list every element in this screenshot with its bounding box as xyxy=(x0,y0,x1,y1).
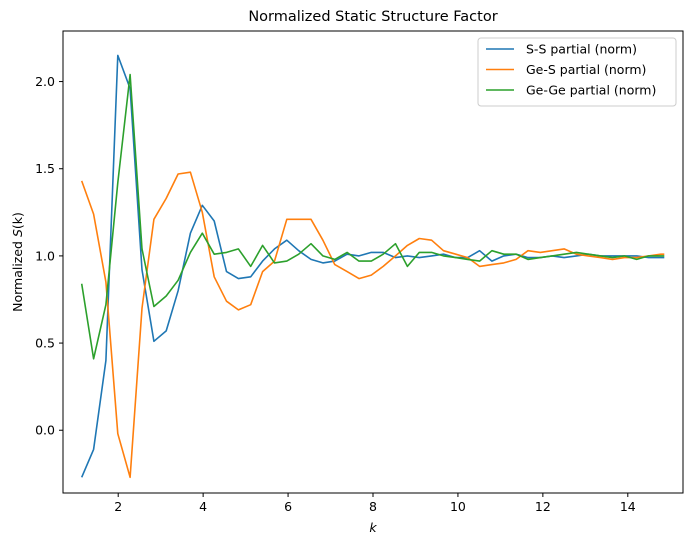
x-tick-label: 10 xyxy=(450,499,466,514)
y-axis-label: Normalized S(k) xyxy=(10,212,25,312)
x-axis: 2 4 6 8 10 12 14 xyxy=(114,493,636,514)
x-axis-label: k xyxy=(369,520,377,535)
series-lines xyxy=(80,54,665,479)
x-tick-label: 6 xyxy=(284,499,292,514)
legend-label: S-S partial (norm) xyxy=(526,42,637,57)
x-tick-label: 14 xyxy=(620,499,636,514)
y-tick-label: 1.0 xyxy=(35,248,55,263)
y-tick-label: 0.0 xyxy=(35,423,55,438)
y-axis-label-suffix: (k) xyxy=(10,212,25,229)
legend: S-S partial (norm) Ge-S partial (norm) Ge-… xyxy=(477,37,677,107)
x-tick-label: 12 xyxy=(535,499,551,514)
y-tick-label: 2.0 xyxy=(35,74,55,89)
y-axis: 0.0 0.5 1.0 1.5 2.0 xyxy=(35,74,63,438)
x-tick-label: 4 xyxy=(199,499,207,514)
series-line-3 xyxy=(80,73,665,360)
y-tick-label: 0.5 xyxy=(35,336,55,351)
legend-box xyxy=(477,37,677,107)
y-axis-label-variable: S xyxy=(10,229,25,237)
plot-area xyxy=(63,31,683,493)
legend-label: Ge-S partial (norm) xyxy=(526,62,646,77)
y-axis-label-prefix: Normalized xyxy=(10,237,25,312)
x-tick-label: 2 xyxy=(114,499,122,514)
chart-title: Normalized Static Structure Factor xyxy=(248,9,497,25)
series-line-1 xyxy=(80,54,665,478)
y-tick-label: 1.5 xyxy=(35,161,55,176)
x-tick-label: 8 xyxy=(369,499,377,514)
plot-border xyxy=(62,30,684,494)
legend-label: Ge-Ge partial (norm) xyxy=(526,83,656,98)
